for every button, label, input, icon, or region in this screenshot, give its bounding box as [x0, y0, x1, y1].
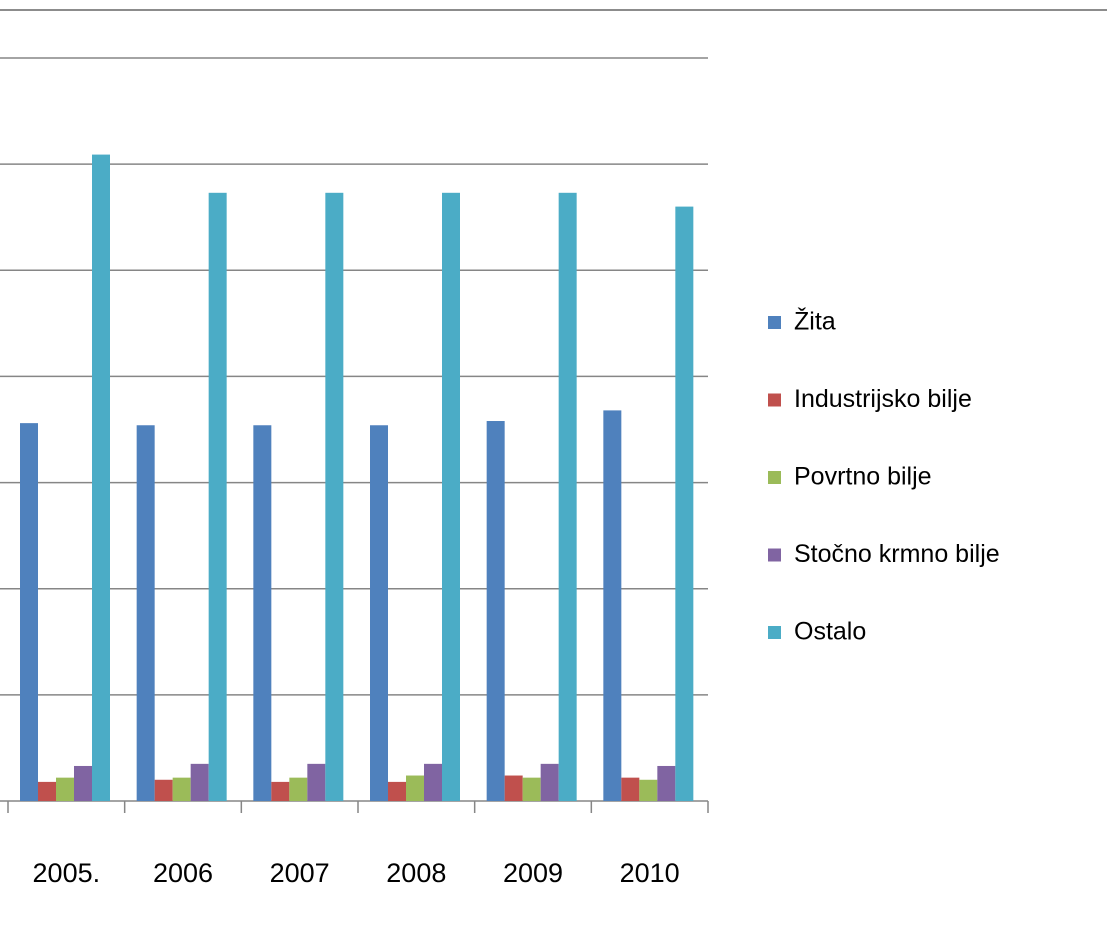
bar — [442, 192, 460, 802]
bar — [136, 425, 155, 801]
bar — [504, 775, 523, 801]
bar — [38, 781, 56, 801]
bar — [388, 781, 406, 801]
x-tick-label: 2005. — [33, 858, 101, 888]
legend-swatch — [768, 471, 781, 484]
legend-swatch — [768, 393, 781, 407]
bar — [639, 779, 658, 801]
bar — [621, 777, 640, 801]
bar — [486, 421, 505, 801]
bar — [522, 777, 541, 801]
legend-label: Stočno krmno bilje — [794, 540, 1000, 568]
bar — [190, 763, 209, 801]
bar — [406, 775, 424, 801]
bar — [558, 192, 577, 802]
bar — [424, 763, 442, 801]
legend-swatch — [768, 316, 781, 329]
bar — [20, 423, 38, 801]
bar — [154, 779, 173, 801]
legend-swatch — [768, 626, 781, 639]
bar — [540, 763, 559, 801]
bar — [307, 763, 326, 801]
legend-label: Povrtno bilje — [794, 463, 932, 491]
bar — [370, 425, 388, 801]
x-tick-label: 2006 — [153, 858, 213, 888]
bar — [289, 777, 308, 801]
bar — [172, 777, 191, 801]
bar — [208, 192, 227, 802]
x-tick-label: 2009 — [503, 858, 563, 888]
bar — [74, 765, 92, 801]
legend-label: Ostalo — [794, 618, 866, 646]
x-tick-label: 2010 — [620, 858, 680, 888]
bar — [675, 206, 694, 802]
bar — [603, 410, 622, 801]
x-tick-label: 2008 — [386, 858, 446, 888]
bar — [253, 425, 272, 801]
legend-label: Žita — [794, 307, 836, 336]
bar — [657, 765, 676, 801]
legend-swatch — [768, 548, 781, 562]
bar — [271, 781, 290, 801]
bar — [56, 777, 74, 801]
bar — [92, 154, 110, 802]
bar — [325, 192, 344, 802]
legend-label: Industrijsko bilje — [794, 385, 972, 413]
x-tick-label: 2007 — [270, 858, 330, 888]
